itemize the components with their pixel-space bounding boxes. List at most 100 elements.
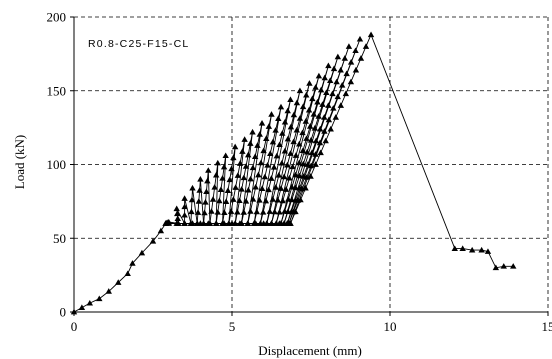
data-marker <box>213 171 220 178</box>
y-axis-label: Load (kN) <box>12 135 27 190</box>
data-marker <box>316 125 324 132</box>
data-marker <box>303 135 310 141</box>
data-marker <box>173 220 180 226</box>
data-marker <box>203 188 210 195</box>
data-marker <box>238 186 245 192</box>
data-marker <box>181 203 188 210</box>
data-marker <box>244 220 251 226</box>
data-marker <box>332 114 339 120</box>
data-marker <box>268 220 275 226</box>
data-marker <box>309 95 316 102</box>
data-marker <box>292 184 299 191</box>
data-marker <box>297 196 304 203</box>
data-marker <box>367 31 375 38</box>
data-marker <box>247 140 254 146</box>
data-marker <box>257 159 265 166</box>
series-markers <box>70 31 517 315</box>
data-marker <box>302 184 309 191</box>
data-marker <box>220 220 228 226</box>
data-marker <box>287 123 295 130</box>
data-marker <box>305 106 313 113</box>
data-marker <box>189 220 196 226</box>
data-marker <box>356 35 364 42</box>
data-marker <box>296 140 303 147</box>
data-marker <box>226 176 233 183</box>
data-marker <box>334 93 341 100</box>
data-marker <box>267 150 274 156</box>
data-marker <box>327 125 334 132</box>
data-marker <box>234 208 241 215</box>
data-marker <box>279 197 287 204</box>
initial-loading-line <box>73 223 166 313</box>
data-marker <box>315 113 322 119</box>
data-marker <box>275 115 282 122</box>
data-marker <box>357 55 365 61</box>
data-marker <box>236 197 243 204</box>
data-marker <box>240 209 247 215</box>
data-marker <box>282 186 290 192</box>
data-marker <box>289 163 296 170</box>
data-marker <box>325 62 332 69</box>
data-marker <box>312 84 319 90</box>
data-marker <box>307 173 314 179</box>
data-marker <box>352 66 360 73</box>
data-marker <box>268 111 275 117</box>
data-marker <box>284 161 291 168</box>
data-marker <box>262 197 270 204</box>
data-marker <box>214 208 221 215</box>
data-marker <box>292 152 300 158</box>
data-marker <box>329 90 336 97</box>
data-marker <box>296 172 303 179</box>
data-marker <box>269 138 277 145</box>
data-marker <box>124 270 131 277</box>
data-marker <box>337 102 345 108</box>
data-marker <box>205 167 212 173</box>
data-marker <box>352 47 359 54</box>
data-marker <box>270 163 278 170</box>
data-marker <box>197 220 204 226</box>
data-marker <box>201 209 208 216</box>
data-marker <box>296 159 303 166</box>
data-marker <box>258 185 266 191</box>
data-marker <box>290 111 298 118</box>
data-marker <box>321 114 328 120</box>
data-marker <box>304 161 312 167</box>
data-marker <box>276 141 283 148</box>
data-marker <box>284 135 292 142</box>
y-tick-label: 100 <box>47 157 67 172</box>
data-marker <box>230 196 237 202</box>
data-marker <box>189 184 196 191</box>
data-marker <box>115 279 122 285</box>
data-marker <box>266 208 273 214</box>
data-marker <box>307 136 315 143</box>
data-marker <box>312 151 319 157</box>
data-marker <box>274 196 282 203</box>
data-marker <box>234 172 242 178</box>
data-marker <box>256 196 263 203</box>
x-axis-label: Displacement (mm) <box>258 343 362 358</box>
x-tick-label: 10 <box>384 319 397 334</box>
data-marker <box>86 299 93 306</box>
data-marker <box>341 55 349 61</box>
data-marker <box>278 159 286 166</box>
data-marker <box>303 91 310 98</box>
final-branch-line <box>290 33 514 269</box>
data-marker <box>216 197 223 204</box>
data-marker <box>288 183 296 190</box>
data-marker <box>317 86 325 93</box>
data-marker <box>241 136 248 142</box>
data-marker <box>287 96 294 102</box>
data-marker <box>255 171 262 178</box>
data-marker <box>265 186 272 193</box>
data-marker <box>249 128 256 135</box>
data-marker <box>224 187 232 194</box>
data-marker <box>272 127 279 133</box>
data-marker <box>468 246 476 253</box>
data-marker <box>213 220 220 226</box>
data-marker <box>308 149 316 156</box>
data-marker <box>259 209 267 215</box>
data-marker <box>321 74 328 81</box>
data-marker <box>252 183 259 190</box>
data-marker <box>299 129 306 136</box>
data-marker <box>293 99 301 106</box>
